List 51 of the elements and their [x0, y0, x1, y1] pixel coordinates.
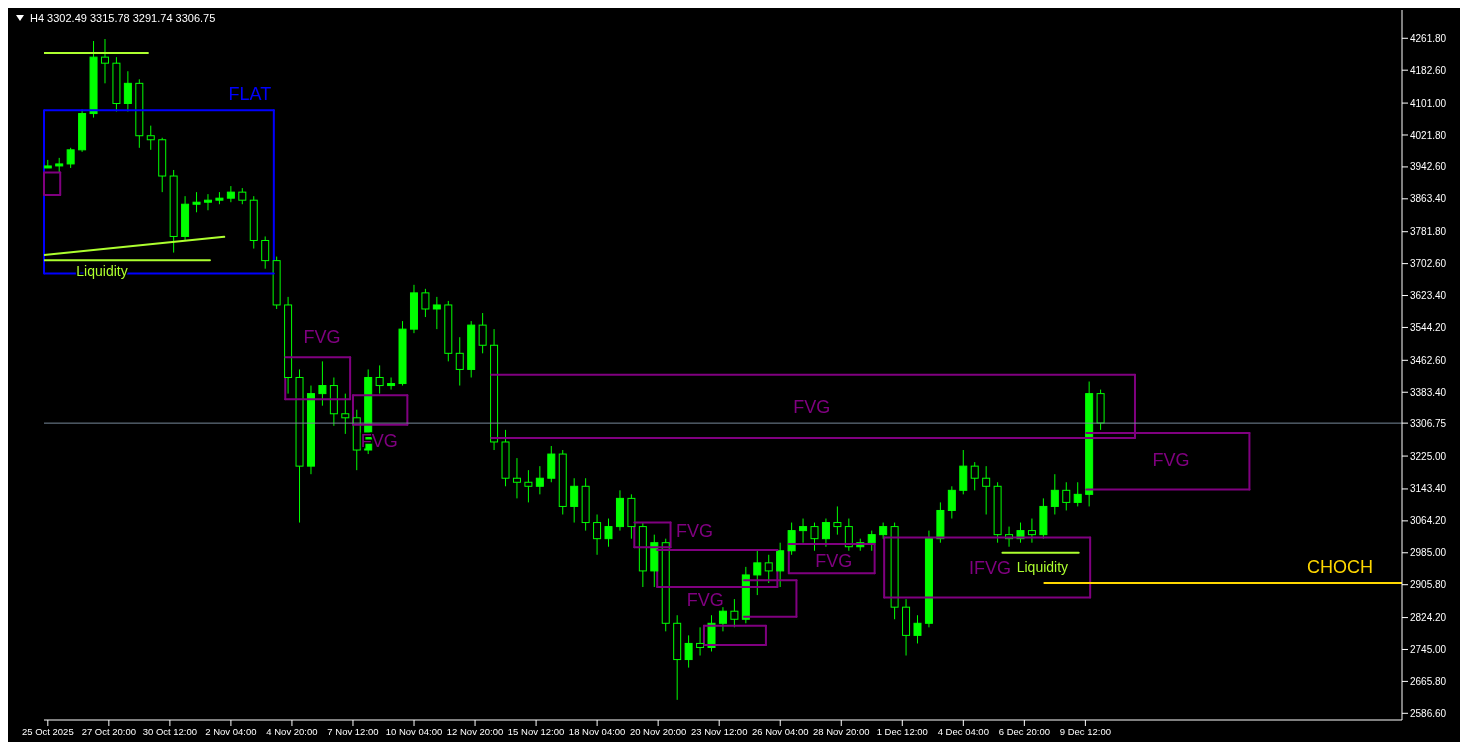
x-tick-label: 4 Dec 04:00: [937, 725, 989, 737]
y-tick-label: 3623.40: [1410, 290, 1447, 302]
x-tick-label: 1 Dec 12:00: [876, 725, 928, 737]
x-tick-label: 2 Nov 04:00: [205, 725, 257, 737]
y-tick-label: 4182.60: [1410, 64, 1447, 76]
x-tick-label: 28 Nov 20:00: [812, 725, 870, 737]
y-tick-label: 4021.80: [1410, 129, 1447, 141]
annotation: FVG: [676, 520, 714, 541]
x-tick-label: 7 Nov 12:00: [327, 725, 379, 737]
y-tick-label: 3544.20: [1410, 321, 1447, 333]
y-tick-label: 2905.80: [1410, 579, 1447, 591]
y-tick-label: 2745.00: [1410, 644, 1447, 656]
y-tick-label: 3064.20: [1410, 515, 1447, 527]
y-tick-label: 3702.60: [1410, 258, 1447, 270]
y-tick-label: 4101.00: [1410, 97, 1447, 109]
chart-title: H4 3302.49 3315.78 3291.74 3306.75: [30, 12, 216, 24]
annotation: FVG: [303, 327, 341, 348]
x-tick-label: 20 Nov 20:00: [629, 725, 687, 737]
x-tick-label: 27 Oct 20:00: [81, 725, 137, 737]
annotation: FLAT: [228, 84, 272, 105]
x-tick-label: 18 Nov 04:00: [568, 725, 626, 737]
y-tick-label: 3383.40: [1410, 386, 1447, 398]
annotation: FVG: [686, 590, 724, 611]
y-tick-label: 2586.60: [1410, 707, 1447, 719]
y-tick-label: 4261.80: [1410, 32, 1447, 44]
x-tick-label: 6 Dec 20:00: [998, 725, 1050, 737]
y-tick-label: 3225.00: [1410, 450, 1447, 462]
x-tick-label: 25 Oct 2025: [21, 725, 74, 737]
y-tick-label: 3781.80: [1410, 226, 1447, 238]
y-tick-label: 3863.40: [1410, 193, 1447, 205]
annotation: IFVG: [969, 558, 1012, 579]
x-tick-label: 12 Nov 20:00: [446, 725, 504, 737]
y-tick-label: 2665.80: [1410, 675, 1447, 687]
y-tick-label: 3942.60: [1410, 161, 1447, 173]
x-tick-label: 15 Nov 12:00: [507, 725, 565, 737]
annotation: CHOCH: [1307, 557, 1373, 577]
annotation: FVG: [815, 551, 853, 572]
x-tick-label: 23 Nov 12:00: [690, 725, 748, 737]
y-tick-label: 2824.20: [1410, 612, 1447, 624]
annotation: FVG: [1152, 449, 1190, 470]
annotation: FVG: [793, 396, 831, 417]
x-tick-label: 9 Dec 12:00: [1059, 725, 1111, 737]
x-tick-label: 10 Nov 04:00: [385, 725, 443, 737]
x-tick-label: 26 Nov 04:00: [751, 725, 809, 737]
y-tick-label: 3306.75: [1410, 417, 1447, 429]
y-tick-label: 3462.60: [1410, 354, 1447, 366]
x-tick-label: 4 Nov 20:00: [266, 725, 318, 737]
x-tick-label: 30 Oct 12:00: [142, 725, 198, 737]
annotation: Liquidity: [1016, 558, 1069, 575]
y-tick-label: 3143.40: [1410, 483, 1447, 495]
y-tick-label: 2985.00: [1410, 547, 1447, 559]
